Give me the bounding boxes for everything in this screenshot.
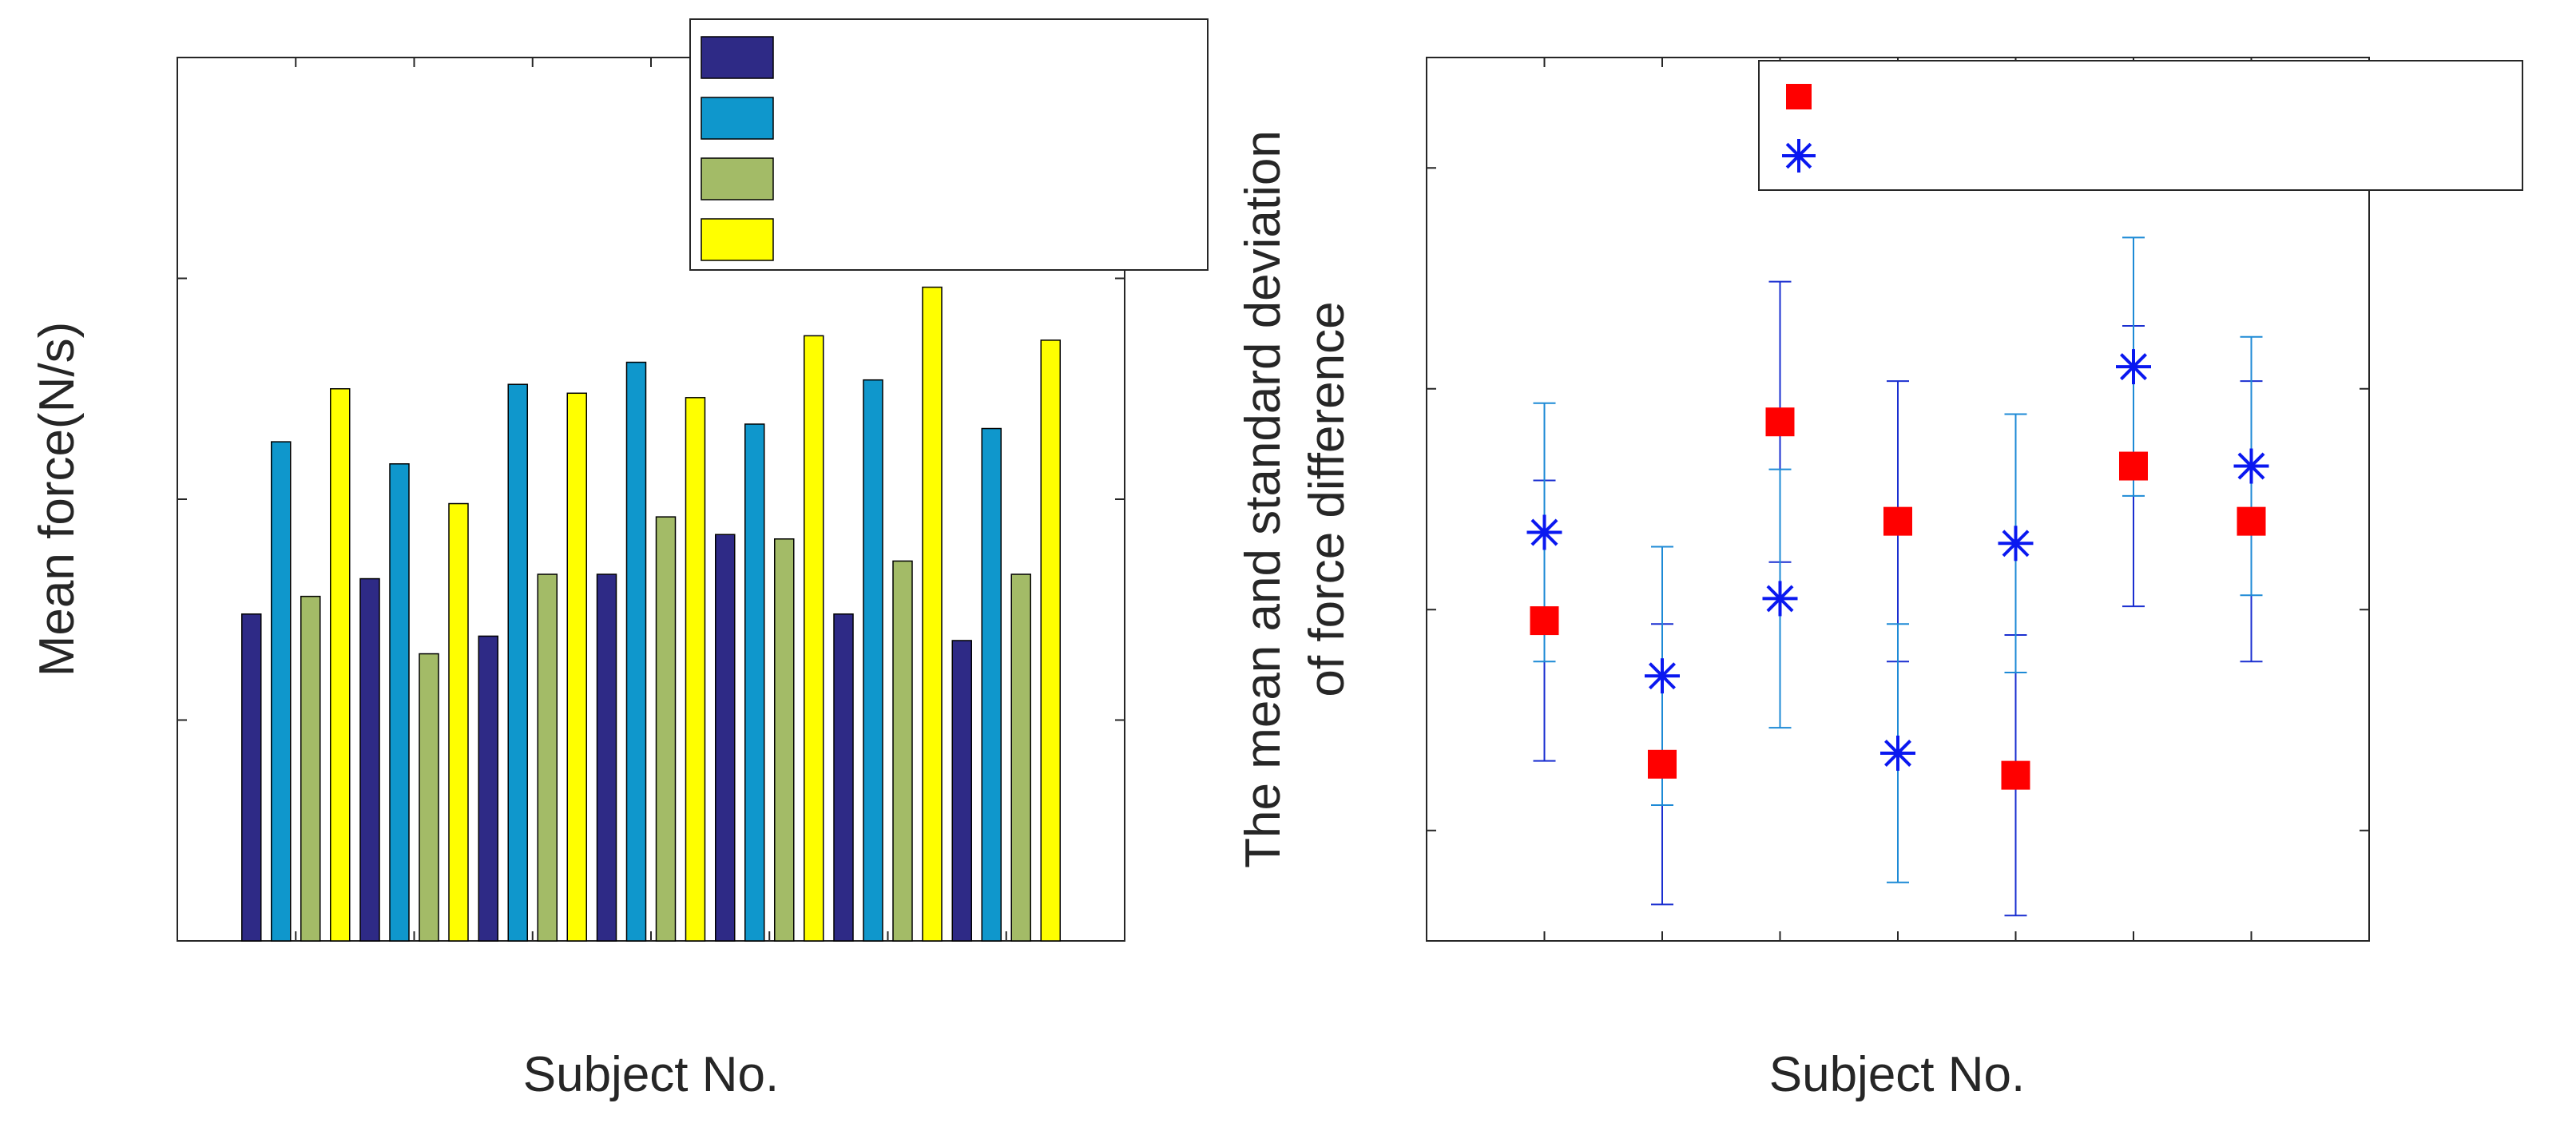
marker-exp1-subject-7 bbox=[2237, 506, 2266, 536]
bar-subject-3-compliance-control-2 bbox=[537, 573, 558, 942]
bar-subject-7-admittance-control-1 bbox=[981, 427, 1002, 942]
marker-exp1-subject-1 bbox=[1530, 606, 1559, 636]
bar-subject-4-compliance-control-1 bbox=[596, 573, 617, 942]
left-legend-swatch-1 bbox=[701, 36, 774, 79]
marker-exp2-subject-6-stroke bbox=[2120, 353, 2147, 381]
bar-subject-2-compliance-control-2 bbox=[419, 653, 439, 942]
bar-subject-2-admittance-control-2 bbox=[448, 502, 469, 942]
left-legend bbox=[689, 18, 1209, 271]
marker-exp2-subject-7-stroke bbox=[2237, 452, 2265, 480]
left-legend-swatch-4 bbox=[701, 218, 774, 261]
bar-subject-7-compliance-control-2 bbox=[1010, 573, 1031, 942]
marker-exp2-subject-4 bbox=[1880, 735, 1915, 771]
right-markers bbox=[1526, 349, 2269, 790]
left-x-axis-label: Subject No. bbox=[523, 1047, 780, 1102]
marker-exp2-subject-1-stroke bbox=[1530, 518, 1558, 546]
marker-exp2-subject-1 bbox=[1526, 514, 1562, 550]
bar-subject-1-admittance-control-1 bbox=[271, 441, 292, 942]
bar-subject-2-admittance-control-1 bbox=[389, 463, 410, 942]
marker-exp1-subject-3 bbox=[1765, 407, 1795, 437]
marker-exp2-subject-3-stroke bbox=[1766, 585, 1794, 613]
marker-exp2-subject-3 bbox=[1762, 581, 1798, 617]
bar-subject-4-compliance-control-2 bbox=[655, 516, 677, 942]
left-y-axis-label: Mean force(N/s) bbox=[30, 322, 85, 677]
left-legend-box bbox=[689, 18, 1209, 271]
bar-subject-7-compliance-control-1 bbox=[951, 640, 972, 942]
right-y-axis-label-line-1: The mean and standard deviation bbox=[1236, 130, 1291, 868]
marker-exp2-subject-6 bbox=[2116, 349, 2151, 385]
bar-subject-6-admittance-control-2 bbox=[922, 286, 943, 942]
right-y-axis-label-line-2: of force difference bbox=[1300, 301, 1355, 696]
marker-exp1-subject-6 bbox=[2119, 451, 2148, 481]
bar-subject-1-compliance-control-2 bbox=[300, 595, 321, 942]
marker-exp2-subject-5-stroke bbox=[2002, 530, 2030, 558]
marker-exp2-subject-5 bbox=[1998, 526, 2034, 562]
left-legend-swatch-2 bbox=[701, 97, 774, 140]
bar-subject-6-admittance-control-1 bbox=[863, 379, 883, 942]
right-legend bbox=[1758, 60, 2523, 191]
marker-exp2-subject-2 bbox=[1645, 658, 1680, 694]
right-legend-box bbox=[1758, 60, 2523, 191]
right-legend-marker-1 bbox=[1786, 84, 1812, 109]
left-bars bbox=[241, 286, 1061, 942]
bar-subject-5-compliance-control-1 bbox=[715, 534, 736, 942]
bar-subject-3-admittance-control-2 bbox=[566, 392, 587, 942]
right-x-axis-label: Subject No. bbox=[1769, 1047, 2026, 1102]
bar-subject-1-compliance-control-1 bbox=[241, 613, 262, 942]
marker-exp2-subject-7 bbox=[2233, 448, 2269, 484]
bar-subject-4-admittance-control-2 bbox=[685, 397, 706, 942]
bar-subject-5-admittance-control-1 bbox=[744, 423, 765, 942]
bar-subject-7-admittance-control-2 bbox=[1040, 339, 1061, 942]
bar-subject-5-compliance-control-2 bbox=[774, 538, 795, 942]
marker-exp2-subject-2-stroke bbox=[1649, 662, 1676, 690]
bar-subject-4-admittance-control-1 bbox=[625, 361, 647, 942]
bar-subject-6-compliance-control-1 bbox=[833, 613, 854, 942]
marker-exp1-subject-4 bbox=[1883, 506, 1912, 536]
marker-exp1-subject-2 bbox=[1648, 749, 1677, 779]
bar-subject-1-admittance-control-2 bbox=[330, 388, 351, 942]
bar-subject-6-compliance-control-2 bbox=[892, 560, 913, 942]
bar-subject-3-compliance-control-1 bbox=[478, 635, 498, 942]
bar-subject-2-compliance-control-1 bbox=[359, 577, 380, 942]
bar-subject-3-admittance-control-1 bbox=[507, 383, 528, 942]
marker-exp1-subject-5 bbox=[2001, 760, 2030, 790]
left-legend-swatch-3 bbox=[701, 157, 774, 200]
bar-subject-5-admittance-control-2 bbox=[804, 335, 824, 942]
left-ticks bbox=[177, 57, 1125, 942]
right-scatter-chart: Subject No. The mean and standard deviat… bbox=[1236, 57, 2523, 1102]
left-bar-chart: Subject No. Mean force(N/s) bbox=[30, 18, 1209, 1102]
right-legend-marker-2-stroke bbox=[1785, 142, 1812, 169]
marker-exp2-subject-4-stroke bbox=[1884, 740, 1911, 767]
right-legend-marker-2 bbox=[1782, 139, 1816, 173]
